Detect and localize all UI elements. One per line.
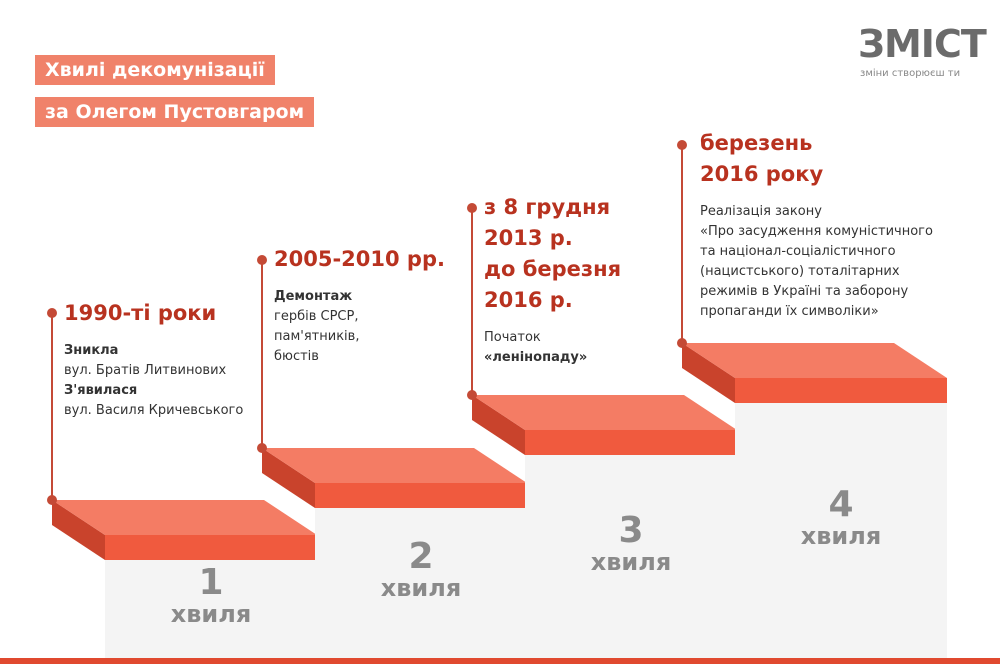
wave-text: Зникла <box>64 343 119 358</box>
dot <box>677 140 687 150</box>
step-top <box>52 500 317 535</box>
logo-tagline: зміни створюєш ти <box>860 68 961 79</box>
wave-label: хвиля <box>170 600 252 628</box>
wave-text: пропаганди їх символіки» <box>700 304 879 319</box>
step-top <box>262 448 527 483</box>
step-side <box>682 343 735 403</box>
wave-number: 3 <box>618 510 644 551</box>
wave-heading: з 8 грудня <box>484 195 611 219</box>
step-top <box>472 395 737 430</box>
step-top <box>682 343 947 378</box>
pillar <box>105 560 317 658</box>
wave-heading: 2005-2010 рр. <box>274 247 445 271</box>
wave-text: «Про засудження комуністичного <box>700 224 933 239</box>
wave-heading: 2016 р. <box>484 288 573 312</box>
step-side <box>52 500 105 560</box>
wave-label: хвиля <box>590 548 672 576</box>
wave-heading: 2013 р. <box>484 226 573 250</box>
wave-text: вул. Братів Литвинових <box>64 363 227 378</box>
wave-text: пам'ятників, <box>274 329 360 344</box>
wave-text: Реалізація закону <box>700 204 822 219</box>
step-side <box>472 395 525 455</box>
dot <box>677 338 687 348</box>
step-front <box>105 535 317 560</box>
dot <box>47 308 57 318</box>
pillar <box>315 508 527 658</box>
step-front <box>315 483 527 508</box>
wave-text: Демонтаж <box>274 289 353 304</box>
bottom-line <box>0 658 1000 664</box>
wave-text: режимів в Україні та заборону <box>700 284 909 299</box>
wave-text: вул. Василя Кричевського <box>64 403 244 418</box>
step-front <box>735 378 947 403</box>
wave-number: 1 <box>198 562 224 603</box>
wave-text: та націонал-соціалістичного <box>700 244 896 259</box>
wave-text: бюстів <box>274 349 319 364</box>
wave-label: хвиля <box>380 574 462 602</box>
wave-number: 2 <box>408 536 434 577</box>
dot <box>47 495 57 505</box>
step-front <box>525 430 737 455</box>
dot <box>257 255 267 265</box>
wave-text: гербів СРСР, <box>274 309 359 324</box>
step-side <box>262 448 315 508</box>
wave-number: 4 <box>828 484 854 525</box>
logo: ЗМІСТ <box>858 22 987 66</box>
pillar <box>525 455 737 658</box>
wave-heading: березень <box>700 131 813 155</box>
title-line: Хвилі декомунізації <box>35 55 275 85</box>
wave-heading: 1990-ті роки <box>64 301 217 325</box>
wave-heading: 2016 року <box>700 162 824 186</box>
pillar <box>735 403 947 658</box>
wave-heading: до березня <box>484 257 622 281</box>
wave-text: З'явилася <box>64 383 138 398</box>
dot <box>257 443 267 453</box>
dot <box>467 203 477 213</box>
dot <box>467 390 477 400</box>
wave-label: хвиля <box>800 522 882 550</box>
wave-text: (нацистського) тоталітарних <box>700 264 900 279</box>
wave-text: «ленінопаду» <box>484 350 588 365</box>
wave-text: Початок <box>484 330 541 345</box>
title-line: за Олегом Пустовгаром <box>35 97 315 127</box>
